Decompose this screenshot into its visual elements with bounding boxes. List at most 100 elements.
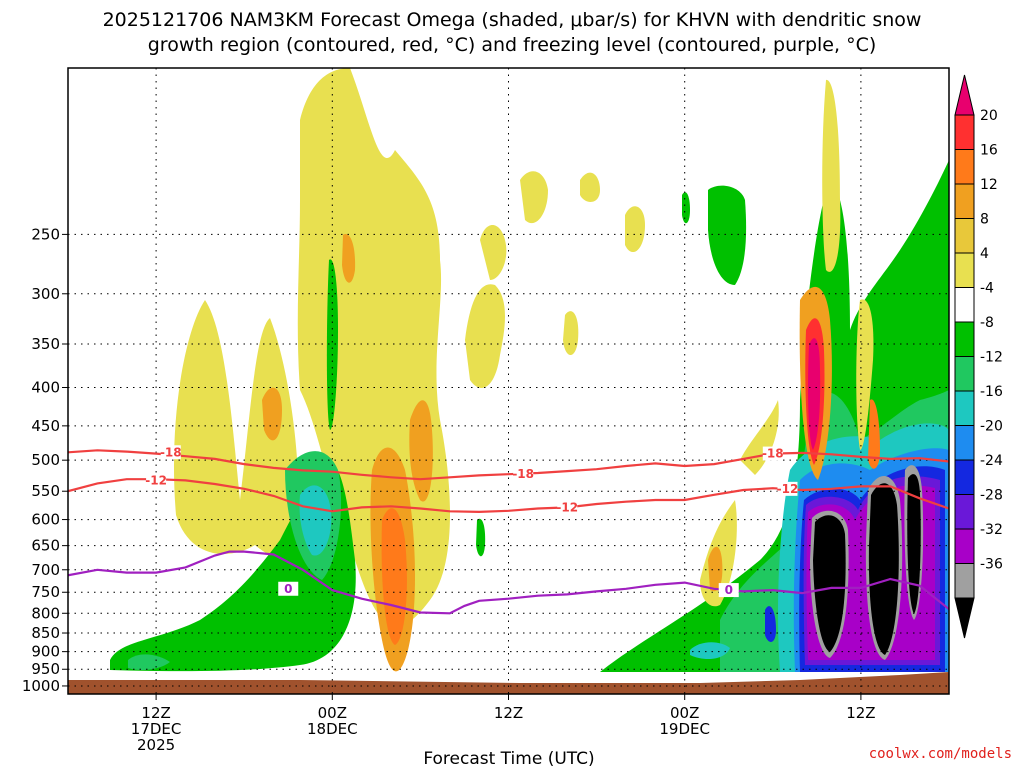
colorbar-label: -32: [980, 522, 1003, 538]
x-tick-label: 12Z: [141, 704, 170, 722]
omega-region: [868, 399, 880, 469]
contour-label: 0: [284, 582, 292, 596]
y-tick-label: 750: [31, 583, 60, 601]
credit-text: coolwx.com/models: [869, 746, 1012, 762]
omega-region: [110, 460, 356, 672]
x-tick-label: 17DEC: [131, 720, 182, 738]
colorbar-label: 16: [980, 143, 998, 159]
colorbar-swatch: [954, 390, 975, 426]
omega-region: [580, 172, 600, 202]
colorbar-swatch: [954, 218, 975, 254]
colorbar-swatch: [954, 563, 975, 599]
omega-region: [465, 284, 505, 388]
contour-freezing-level-0: [68, 550, 949, 615]
omega-region: [625, 206, 645, 253]
contour-label-bg: [718, 583, 739, 598]
colorbar-label: 20: [980, 108, 998, 124]
contour-label: -12: [145, 473, 167, 487]
contour-dendritic-snow-growth--18: [68, 449, 949, 481]
colorbar-swatch: [954, 321, 975, 357]
y-tick-label: 650: [31, 537, 60, 555]
x-tick-label: 19DEC: [659, 720, 710, 738]
omega-region: [262, 387, 282, 441]
omega-region: [907, 474, 921, 614]
contour-label: -12: [556, 500, 578, 514]
omega-region: [128, 654, 170, 670]
contour-label: -18: [512, 467, 534, 481]
omega-region: [299, 485, 332, 556]
colorbar-swatch: [954, 356, 975, 392]
colorbar-swatch: [954, 459, 975, 495]
chart-title-line1: 2025121706 NAM3KM Forecast Omega (shaded…: [103, 9, 922, 31]
colorbar-swatch: [954, 528, 975, 564]
x-tick-label: 00Z: [670, 704, 699, 722]
omega-region: [690, 642, 730, 660]
y-tick-label: 500: [31, 451, 60, 469]
colorbar-label: 12: [980, 177, 998, 193]
colorbar-label: -8: [980, 315, 994, 331]
omega-region: [813, 515, 846, 652]
colorbar-label: -16: [980, 384, 1003, 400]
colorbar-label: -20: [980, 419, 1003, 435]
grid-lines: [68, 68, 949, 694]
contour-label-bg: [160, 445, 181, 460]
y-tick-label: 600: [31, 511, 60, 529]
omega-region: [381, 508, 407, 645]
colorbar-swatch: [954, 494, 975, 530]
colorbar-swatch: [954, 149, 975, 185]
omega-region: [708, 185, 747, 285]
colorbar-label: -4: [980, 281, 994, 297]
omega-shading: [110, 68, 949, 672]
omega-region: [520, 171, 548, 224]
x-tick-label: 18DEC: [307, 720, 358, 738]
contour-dendritic-snow-growth--12: [68, 478, 949, 514]
y-tick-label: 1000: [22, 677, 60, 695]
y-tick-label: 350: [31, 335, 60, 353]
colorbar-swatch: [954, 183, 975, 219]
y-axis: 2503003504004505005506006507007508008509…: [22, 225, 68, 695]
colorbar-label: 4: [980, 246, 989, 262]
omega-region: [765, 606, 776, 642]
colorbar-label: -28: [980, 488, 1003, 504]
omega-region: [682, 192, 690, 224]
omega-region: [740, 400, 779, 475]
chart-title-line2: growth region (contoured, red, °C) and f…: [148, 34, 877, 56]
y-tick-label: 900: [31, 643, 60, 661]
omega-region: [708, 546, 723, 592]
x-axis-title: Forecast Time (UTC): [423, 749, 594, 768]
colorbar-label: -36: [980, 557, 1003, 573]
colorbar-swatch: [954, 252, 975, 288]
contour-label-bg: [777, 481, 798, 496]
colorbar: 20 16 12 8 4 -4 -8 -12 -16 -20 -24 -28 -32 -36: [954, 74, 1003, 639]
y-tick-label: 400: [31, 378, 60, 396]
contour-label-bg: [762, 446, 783, 461]
contour-label: -18: [160, 445, 182, 459]
colorbar-label: 8: [980, 212, 989, 228]
colorbar-swatch: [954, 425, 975, 461]
y-tick-label: 700: [31, 561, 60, 579]
omega-region: [822, 79, 841, 272]
colorbar-swatch: [954, 114, 975, 150]
contour-label: 0: [725, 583, 733, 597]
omega-region: [476, 518, 486, 557]
omega-region: [480, 225, 507, 280]
omega-region: [856, 299, 874, 450]
colorbar-top-arrow: [954, 74, 975, 116]
contour-label-bg: [513, 467, 534, 482]
contour-label-bg: [278, 581, 299, 596]
omega-region: [563, 311, 579, 355]
x-tick-label: 12Z: [494, 704, 523, 722]
contour-label-bg: [146, 473, 167, 488]
colorbar-bottom-arrow: [954, 597, 975, 639]
y-tick-label: 800: [31, 604, 60, 622]
colorbar-swatch: [954, 287, 975, 323]
y-tick-label: 850: [31, 624, 60, 642]
x-tick-label: 2025: [137, 736, 175, 754]
y-tick-label: 550: [31, 482, 60, 500]
y-tick-label: 450: [31, 417, 60, 435]
y-tick-label: 300: [31, 285, 60, 303]
colorbar-label: -24: [980, 453, 1003, 469]
y-tick-label: 950: [31, 660, 60, 678]
